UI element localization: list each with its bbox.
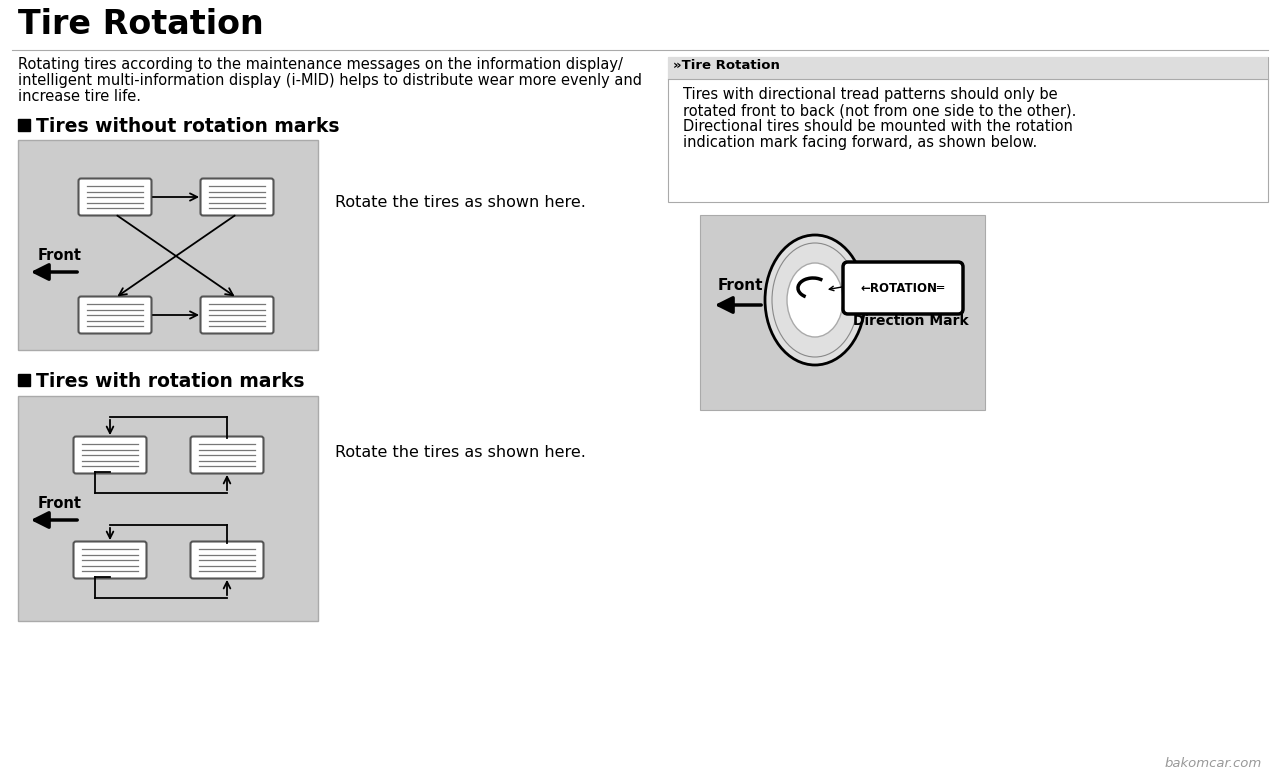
FancyBboxPatch shape	[201, 296, 274, 333]
Ellipse shape	[787, 263, 844, 337]
Text: increase tire life.: increase tire life.	[18, 89, 141, 104]
Ellipse shape	[772, 243, 858, 357]
Text: indication mark facing forward, as shown below.: indication mark facing forward, as shown…	[684, 135, 1037, 150]
FancyBboxPatch shape	[191, 436, 264, 473]
Text: Direction Mark: Direction Mark	[852, 314, 969, 328]
FancyBboxPatch shape	[78, 296, 151, 333]
Text: bakomcar.com: bakomcar.com	[1165, 757, 1262, 770]
FancyBboxPatch shape	[73, 541, 146, 579]
Text: Tire Rotation: Tire Rotation	[18, 8, 264, 41]
Text: Rotating tires according to the maintenance messages on the information display/: Rotating tires according to the maintena…	[18, 57, 623, 72]
FancyBboxPatch shape	[844, 262, 963, 314]
Text: Tires with rotation marks: Tires with rotation marks	[36, 372, 305, 391]
Bar	[18, 119, 29, 131]
Text: Front: Front	[38, 496, 82, 511]
Text: rotated front to back (not from one side to the other).: rotated front to back (not from one side…	[684, 103, 1076, 118]
Text: Directional tires should be mounted with the rotation: Directional tires should be mounted with…	[684, 119, 1073, 134]
Text: Rotate the tires as shown here.: Rotate the tires as shown here.	[335, 445, 586, 460]
FancyBboxPatch shape	[78, 178, 151, 216]
FancyBboxPatch shape	[73, 436, 146, 473]
Bar	[18, 396, 317, 621]
Text: Front: Front	[38, 248, 82, 263]
Bar	[700, 215, 986, 410]
Bar	[668, 57, 1268, 79]
Text: ←ROTATION═: ←ROTATION═	[861, 282, 945, 295]
FancyBboxPatch shape	[201, 178, 274, 216]
Text: Tires without rotation marks: Tires without rotation marks	[36, 117, 339, 136]
Ellipse shape	[765, 235, 865, 365]
Text: Rotate the tires as shown here.: Rotate the tires as shown here.	[335, 195, 586, 210]
Text: Front: Front	[718, 278, 763, 292]
FancyBboxPatch shape	[191, 541, 264, 579]
Text: Tires with directional tread patterns should only be: Tires with directional tread patterns sh…	[684, 87, 1057, 102]
Bar	[18, 374, 29, 386]
Bar	[668, 57, 1268, 202]
Text: intelligent multi-information display (i-MID) helps to distribute wear more even: intelligent multi-information display (i…	[18, 73, 643, 88]
Text: »Tire Rotation: »Tire Rotation	[673, 59, 780, 72]
Bar	[18, 140, 317, 350]
